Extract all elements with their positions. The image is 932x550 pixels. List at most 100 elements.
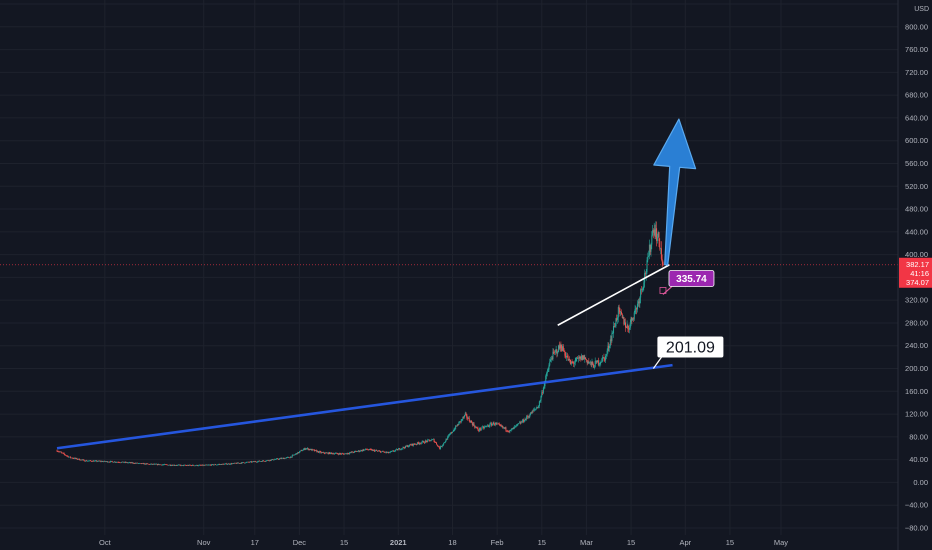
candle-body [357,450,359,452]
candle-body [180,465,182,466]
candle-body [269,459,271,461]
candle-body [365,448,367,450]
candle-body [191,465,193,466]
candle-body [518,422,520,424]
candle-body [172,465,174,466]
candle-body [325,452,327,454]
callout-335-box[interactable] [668,270,715,287]
candle-body [632,318,634,320]
candle-body [462,417,464,420]
candle-body [218,464,220,465]
candle-body [81,459,83,461]
time-scale[interactable]: Oct Nov 17 Dec 15 2021 18 Feb 15 Mar 15 Apr 15 May [99,538,788,547]
price-tick-label: 520.00 [905,182,928,191]
candle-body [125,461,127,463]
candle-body [483,426,485,429]
candle-body [95,460,97,462]
callout-201-box[interactable] [657,336,724,358]
price-tick-label: 40.00 [909,455,928,464]
candle-body [196,464,198,466]
candle-body [542,387,544,393]
candle-body [609,339,611,346]
candle-body [484,426,486,428]
candle-body [658,232,660,242]
candle-body [250,461,252,463]
candle-body [62,453,64,454]
candle-body [354,451,356,452]
candle-body [653,229,655,233]
projection-arrow[interactable] [653,118,697,266]
time-tick-label: 17 [251,538,259,547]
candle-body [384,451,386,453]
candle-body [529,415,531,417]
candle-body [606,350,608,355]
candle-body [561,348,563,351]
candle-body [443,442,445,445]
candle-body [351,451,353,453]
candle-body [223,463,225,465]
candle-body [120,462,122,464]
callout-201-text: 201.09 [666,340,715,357]
candle-body [562,346,564,351]
candle-body [611,333,613,341]
candle-body [554,351,556,353]
candle-body [146,463,148,465]
candle-body [479,428,481,431]
candle-body [150,463,152,465]
candle-body [327,452,329,454]
time-tick-label: 15 [726,538,734,547]
candle-body [471,422,473,426]
candle-body [405,445,407,447]
candle-body [314,450,316,452]
candle-body [593,367,595,368]
drawings[interactable]: 201.09 335.74 [56,118,724,450]
candle-body [456,424,458,427]
candle-body [318,451,320,453]
current-price-tag [899,257,932,288]
candle-body [84,461,86,462]
candle-body [457,424,459,426]
candle-body [282,457,284,459]
candle-body [196,464,198,466]
candle-body [639,297,641,304]
candle-body [355,451,357,452]
candle-body [284,458,286,459]
candle-body [549,361,551,366]
candle-body [504,427,506,429]
candle-body [478,430,480,431]
candle-body [603,357,605,358]
candle-body [316,450,318,453]
candle-body [307,448,309,450]
candle-body [543,386,545,388]
candle-body [648,244,650,256]
candle-body [588,361,590,363]
candle-body [616,318,618,320]
candle-body [339,453,341,454]
candle-body [367,449,369,451]
candle-body [251,461,253,463]
candle-body [447,435,449,437]
candle-body [215,464,217,466]
candle-body [613,326,615,334]
candle-body [431,439,433,441]
candle-body [348,453,350,455]
candle-body [238,463,240,464]
price-tick-label: 320.00 [905,296,928,305]
resistance-trendline[interactable] [557,264,670,326]
candle-body [661,258,663,262]
candle-body [445,439,447,442]
candle-body [637,301,639,304]
price-tick-label: 800.00 [905,22,928,31]
candle-body [276,458,278,460]
support-trendline[interactable] [56,363,673,450]
candle-body [581,355,583,361]
candle-body [594,361,596,368]
candle-body [207,464,209,466]
candle-body [117,462,119,463]
candle-body [343,453,345,455]
candle-body [506,430,508,432]
candle-body [599,362,601,365]
candle-body [144,463,146,465]
